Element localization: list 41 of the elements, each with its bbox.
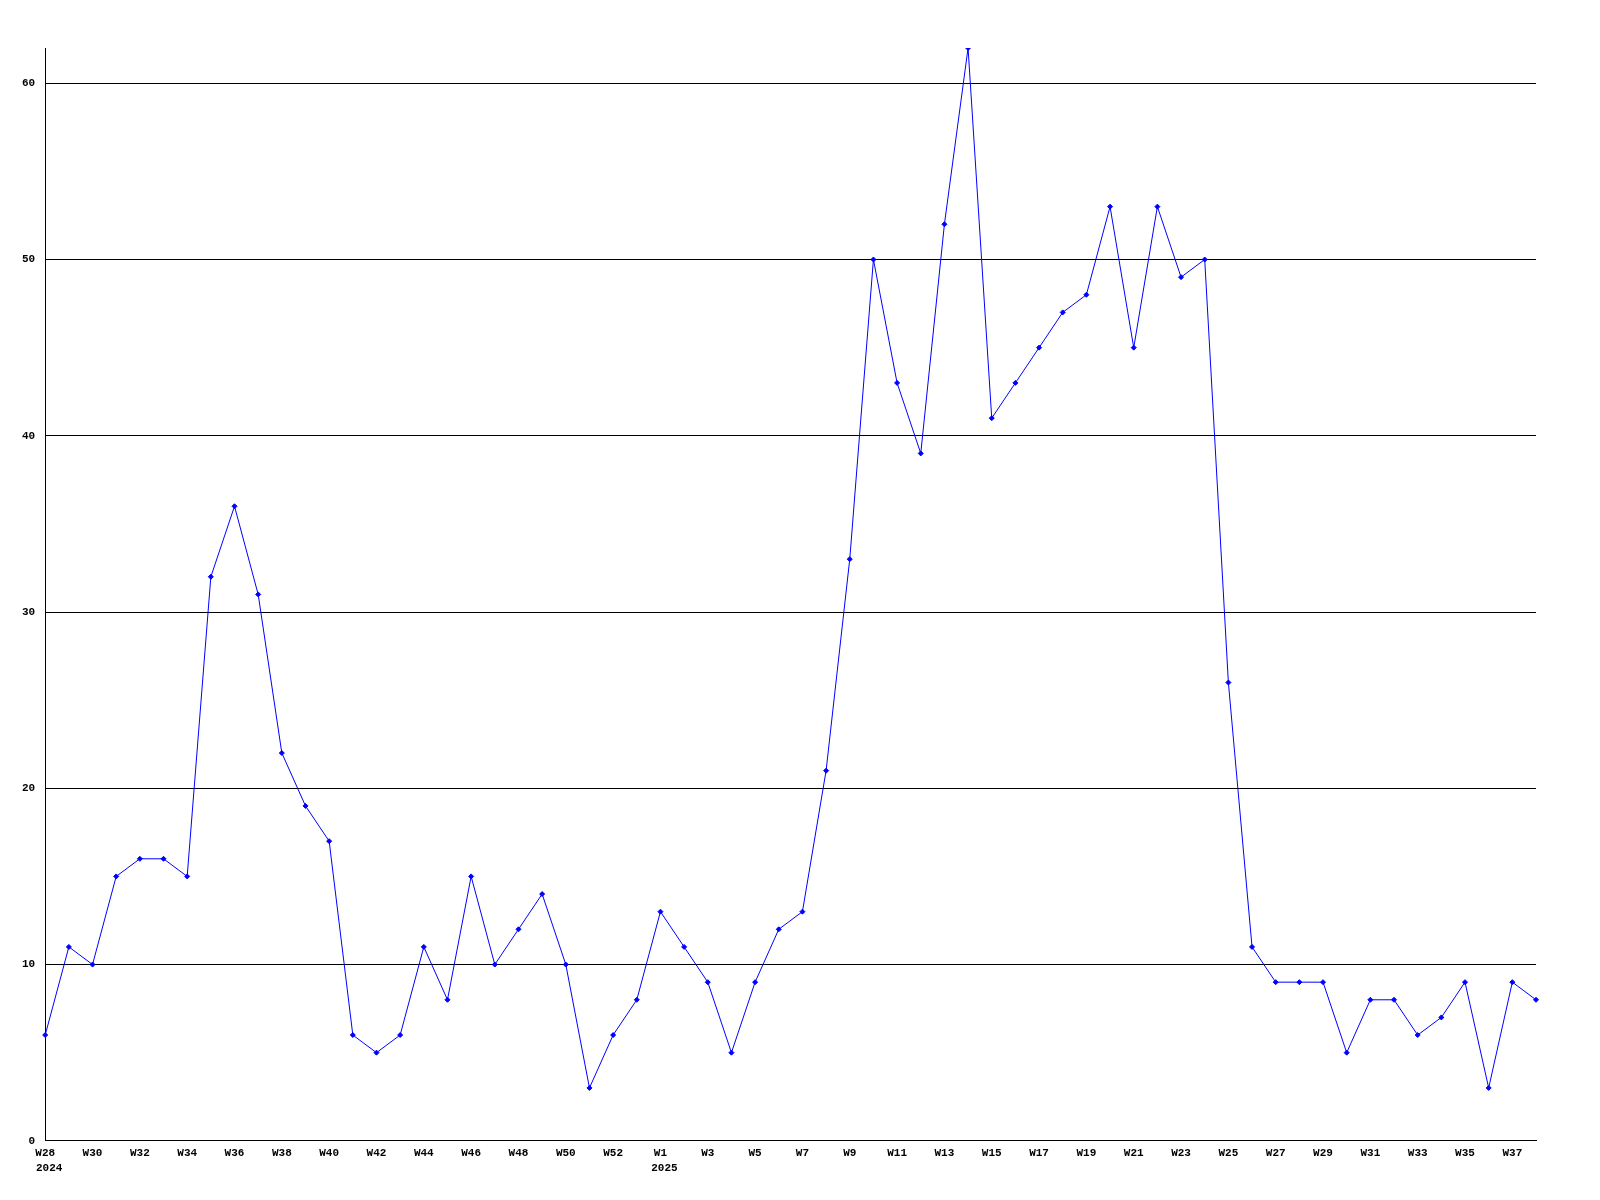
x-tick-label: W31 [1360, 1147, 1381, 1160]
x-tick-label: W19 [1076, 1147, 1097, 1160]
x-tick-label: W38 [271, 1147, 293, 1160]
x-tick-label: W33 [1407, 1147, 1428, 1160]
x-tick-label: W17 [1029, 1147, 1049, 1160]
x-tick-label: W15 [981, 1147, 1003, 1160]
x-tick-label: W5 [748, 1147, 763, 1160]
x-tick-label: W1 [653, 1147, 668, 1160]
x-tick-label: W48 [508, 1147, 529, 1160]
y-tick-label: 20 [22, 782, 36, 795]
x-tick-label: W30 [82, 1147, 103, 1160]
x-tick-label: W11 [887, 1147, 908, 1160]
y-tick-label: 0 [28, 1134, 36, 1147]
y-tick-label: 50 [22, 253, 36, 266]
x-tick-label: W44 [413, 1147, 435, 1160]
x-tick-label: W32 [129, 1147, 150, 1160]
x-tick-label: W23 [1171, 1147, 1192, 1160]
text: 2025 [651, 1162, 679, 1175]
x-tick-label: W42 [366, 1147, 387, 1160]
x-tick-label: W3 [701, 1147, 715, 1160]
x-tick-label: W52 [603, 1147, 624, 1160]
x-tick-label: W36 [224, 1147, 245, 1160]
x-tick-label: W9 [843, 1147, 857, 1160]
x-tick-label: W46 [461, 1147, 482, 1160]
x-tick-label: W7 [795, 1147, 810, 1160]
y-tick-label: 10 [22, 958, 36, 971]
x-tick-label: W40 [319, 1147, 340, 1160]
x-tick-label: W29 [1313, 1147, 1333, 1160]
x-tick-label: W13 [934, 1147, 955, 1160]
y-tick-label: 30 [22, 605, 36, 618]
x-tick-label: W50 [555, 1147, 576, 1160]
x-tick-label: W34 [177, 1147, 198, 1160]
x-tick-label: W35 [1455, 1147, 1476, 1160]
y-tick-label: 40 [22, 429, 36, 442]
x-tick-label: W21 [1123, 1147, 1145, 1160]
x-tick-label: W37 [1502, 1147, 1523, 1160]
x-tick-label: W25 [1218, 1147, 1239, 1160]
x-tick-label: W28 [35, 1147, 56, 1160]
y-tick-label: 60 [22, 77, 36, 90]
text: 2024 [36, 1162, 63, 1175]
x-tick-label: W27 [1265, 1147, 1286, 1160]
